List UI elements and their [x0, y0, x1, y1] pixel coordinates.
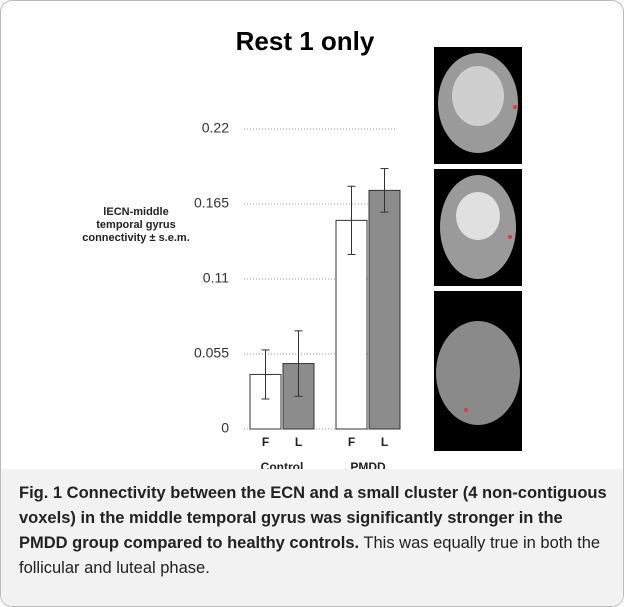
y-tick-label: 0.055 — [194, 345, 229, 361]
y-tick-label: 0.11 — [203, 270, 229, 286]
caption-text: Fig. 1 Connectivity between the ECN and … — [19, 481, 611, 581]
group-label: PMDD — [350, 460, 386, 469]
chart: Rest 1 only 0 0.055 0.11 0.165 0.22 F L F L Contr… — [194, 26, 522, 474]
brain-images — [434, 47, 522, 451]
y-tick-label: 0.22 — [202, 120, 229, 136]
chart-title: Rest 1 only — [236, 26, 375, 56]
caption-normal: This was equally true in both the follic… — [19, 534, 601, 577]
bar — [368, 189, 401, 430]
caption-bold: Fig. 1 Connectivity between the ECN and … — [19, 484, 607, 552]
x-tick-label: F — [262, 435, 269, 449]
error-bar — [347, 185, 356, 255]
y-tick-label: 0 — [221, 420, 229, 436]
y-axis-label: lECN-middle temporal gyrus connectivity … — [82, 206, 190, 244]
error-bar — [294, 330, 303, 397]
group-label: Control — [261, 460, 304, 469]
caption: Fig. 1 Connectivity between the ECN and … — [1, 469, 623, 606]
error-bar — [261, 349, 270, 400]
y-tick-label: 0.165 — [194, 195, 229, 211]
x-tick-label: F — [348, 435, 355, 449]
x-tick-label: L — [295, 435, 302, 449]
x-tick-label: L — [381, 435, 388, 449]
bar — [335, 219, 368, 430]
error-bar — [380, 168, 389, 213]
